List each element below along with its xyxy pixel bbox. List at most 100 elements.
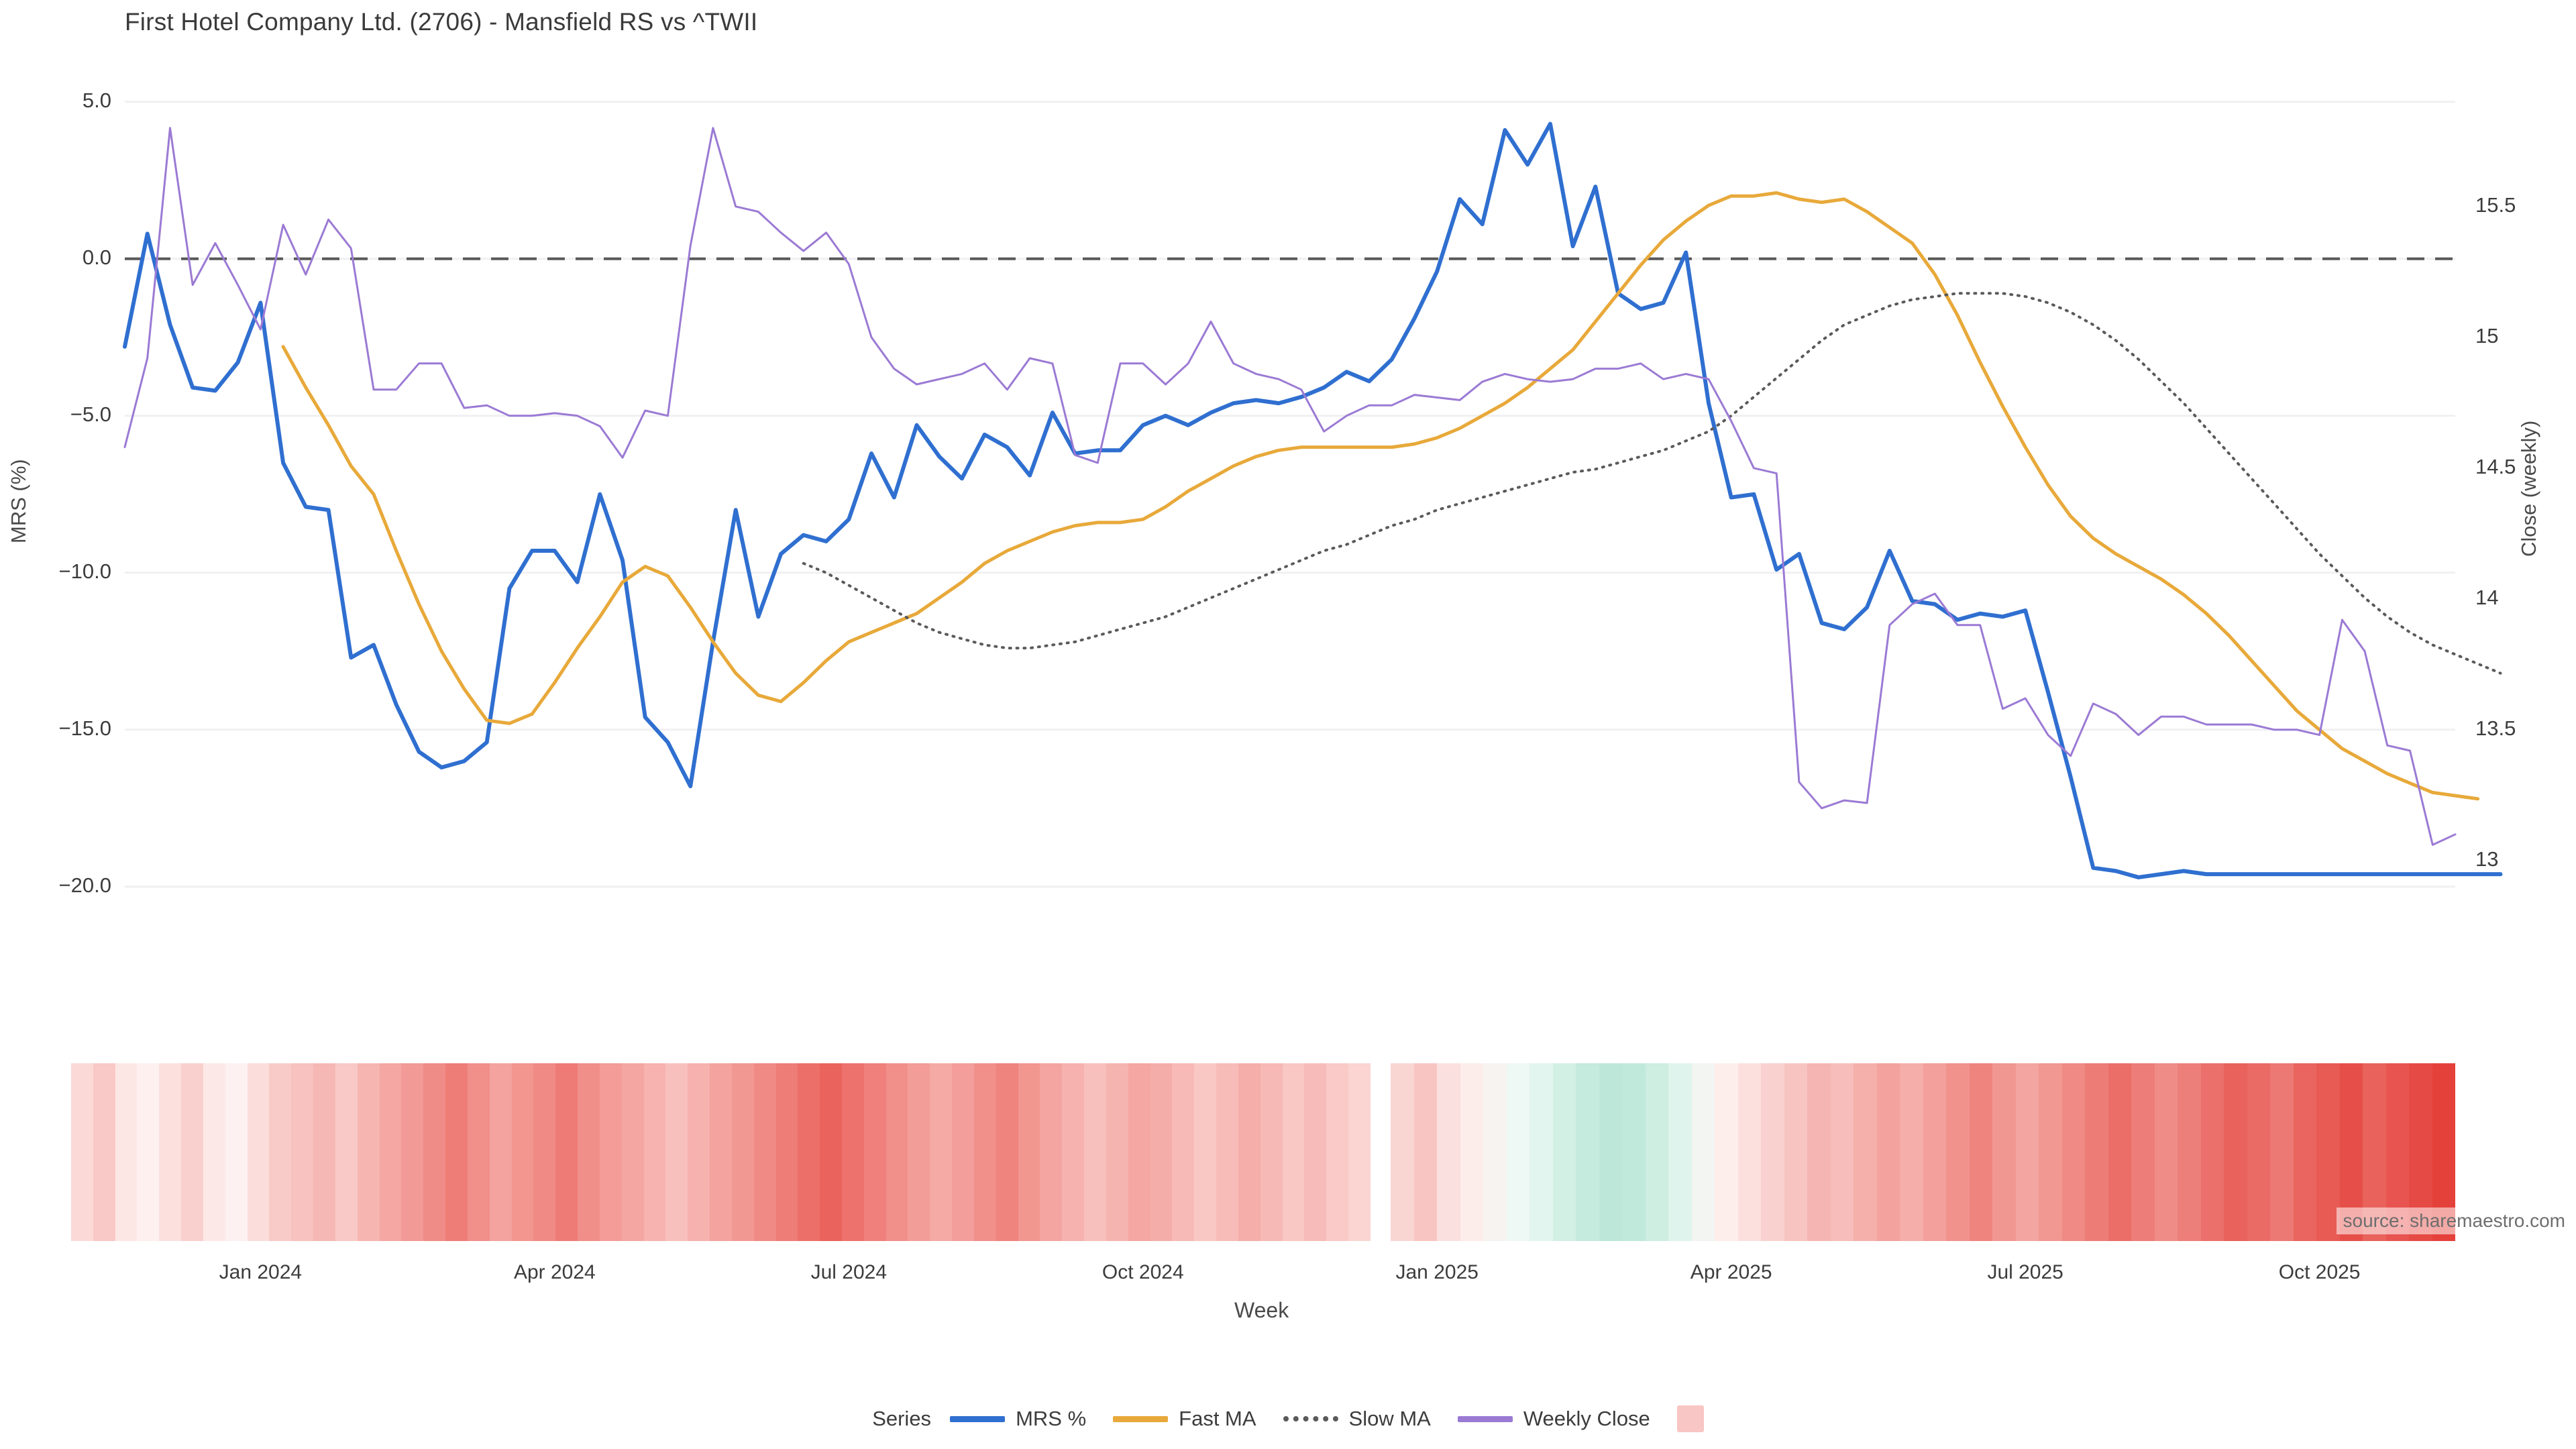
y-tick-left: 5.0 [82,88,111,112]
y-tick-left: −20.0 [58,873,111,897]
heatmap-cell [643,1063,666,1241]
legend-item[interactable]: Fast MA [1113,1407,1256,1431]
heatmap-cell [159,1063,182,1241]
heatmap-cell [775,1063,798,1241]
source-attribution: source: sharemaestro.com [2336,1208,2572,1234]
heatmap-cell [841,1063,864,1241]
y-tick-left: −15.0 [58,716,111,740]
legend-heatmap-swatch [1676,1405,1704,1432]
heatmap-cell [1691,1063,1715,1241]
heatmap-cell [1194,1063,1217,1241]
heatmap-strip-left [71,1063,1371,1241]
x-tick: Oct 2025 [2278,1261,2361,1283]
heatmap-cell [1737,1063,1762,1241]
heatmap-cell [1062,1063,1085,1241]
y-tick-left: −10.0 [58,559,111,583]
heatmap-cell [115,1063,138,1241]
heatmap-cell [2247,1063,2271,1241]
heatmap-cell [1645,1063,1669,1241]
x-tick: Apr 2024 [513,1261,596,1283]
heatmap-cell [2270,1063,2294,1241]
heatmap-cell [1529,1063,1553,1241]
plot-area [123,101,2503,888]
heatmap-cell [2131,1063,2155,1241]
heatmap-cell [1304,1063,1327,1241]
x-tick: Jan 2024 [219,1261,303,1283]
heatmap-cell [1715,1063,1738,1241]
heatmap-cell [533,1063,556,1241]
heatmap-cell [710,1063,732,1241]
y-tick-right: 13 [2475,847,2499,871]
legend-label: MRS % [1016,1407,1087,1430]
heatmap-cell [688,1063,710,1241]
heatmap-cell [1876,1063,1900,1241]
heatmap-cell [1391,1063,1414,1241]
legend-title: Series [872,1407,932,1430]
heatmap-cell [2061,1063,2086,1241]
heatmap-cell [1576,1063,1599,1241]
legend-item[interactable]: MRS % [950,1407,1086,1431]
heatmap-cell [1216,1063,1238,1241]
heatmap-cell [1506,1063,1530,1241]
y-axis-right-label: Close (weekly) [2517,420,2540,557]
legend-swatch [1457,1415,1513,1422]
heatmap-cell [1900,1063,1923,1241]
chart-title: First Hotel Company Ltd. (2706) - Mansfi… [125,8,758,36]
heatmap-cell [181,1063,203,1241]
heatmap-cell [1992,1063,2016,1241]
heatmap-cell [71,1063,93,1241]
heatmap-cell [2224,1063,2247,1241]
heatmap-cell [930,1063,953,1241]
heatmap-cell [1348,1063,1371,1241]
legend-label: Fast MA [1179,1407,1256,1430]
y-tick-right: 15 [2475,323,2499,347]
y-tick-left: −5.0 [70,402,111,426]
heatmap-cell [973,1063,996,1241]
heatmap-cell [137,1063,160,1241]
y-tick-left: 0.0 [82,245,111,269]
heatmap-cell [2039,1063,2062,1241]
heatmap-cell [1106,1063,1128,1241]
heatmap-cell [952,1063,974,1241]
heatmap-cell [2154,1063,2178,1241]
heatmap-cell [1761,1063,1784,1241]
heatmap-cell [313,1063,335,1241]
legend-label: Weekly Close [1523,1407,1650,1430]
legend-item[interactable]: Weekly Close [1457,1407,1650,1431]
heatmap-cell [2293,1063,2317,1241]
heatmap-cell [555,1063,578,1241]
heatmap-cell [1238,1063,1260,1241]
heatmap-cell [2108,1063,2132,1241]
heatmap-cell [1784,1063,1808,1241]
chart-legend: Series MRS % Fast MA Slow MA Weekly Close [0,1405,2576,1432]
heatmap-cell [578,1063,600,1241]
heatmap-cell [1282,1063,1305,1241]
heatmap-cell [1018,1063,1040,1241]
heatmap-cell [1040,1063,1063,1241]
legend-item[interactable]: Slow MA [1283,1407,1431,1431]
plot-svg [123,101,2503,888]
heatmap-cell [621,1063,644,1241]
heatmap-cell [599,1063,622,1241]
x-tick: Jul 2025 [1987,1261,2063,1283]
heatmap-cell [665,1063,688,1241]
y-tick-right: 14.5 [2475,454,2516,478]
heatmap-cell [798,1063,820,1241]
heatmap-cell [1172,1063,1195,1241]
legend-swatch [1283,1416,1338,1421]
heatmap-cell [1483,1063,1507,1241]
heatmap-cell [1437,1063,1460,1241]
heatmap-cell [1622,1063,1646,1241]
heatmap-cell [885,1063,908,1241]
heatmap-cell [820,1063,842,1241]
heatmap-cell [2316,1063,2340,1241]
heatmap-cell [489,1063,512,1241]
heatmap-cell [2178,1063,2201,1241]
heatmap-cell [2015,1063,2039,1241]
heatmap-cell [423,1063,446,1241]
heatmap-cell [247,1063,270,1241]
heatmap-cell [1260,1063,1283,1241]
heatmap-cell [1923,1063,1947,1241]
heatmap-cell [269,1063,292,1241]
